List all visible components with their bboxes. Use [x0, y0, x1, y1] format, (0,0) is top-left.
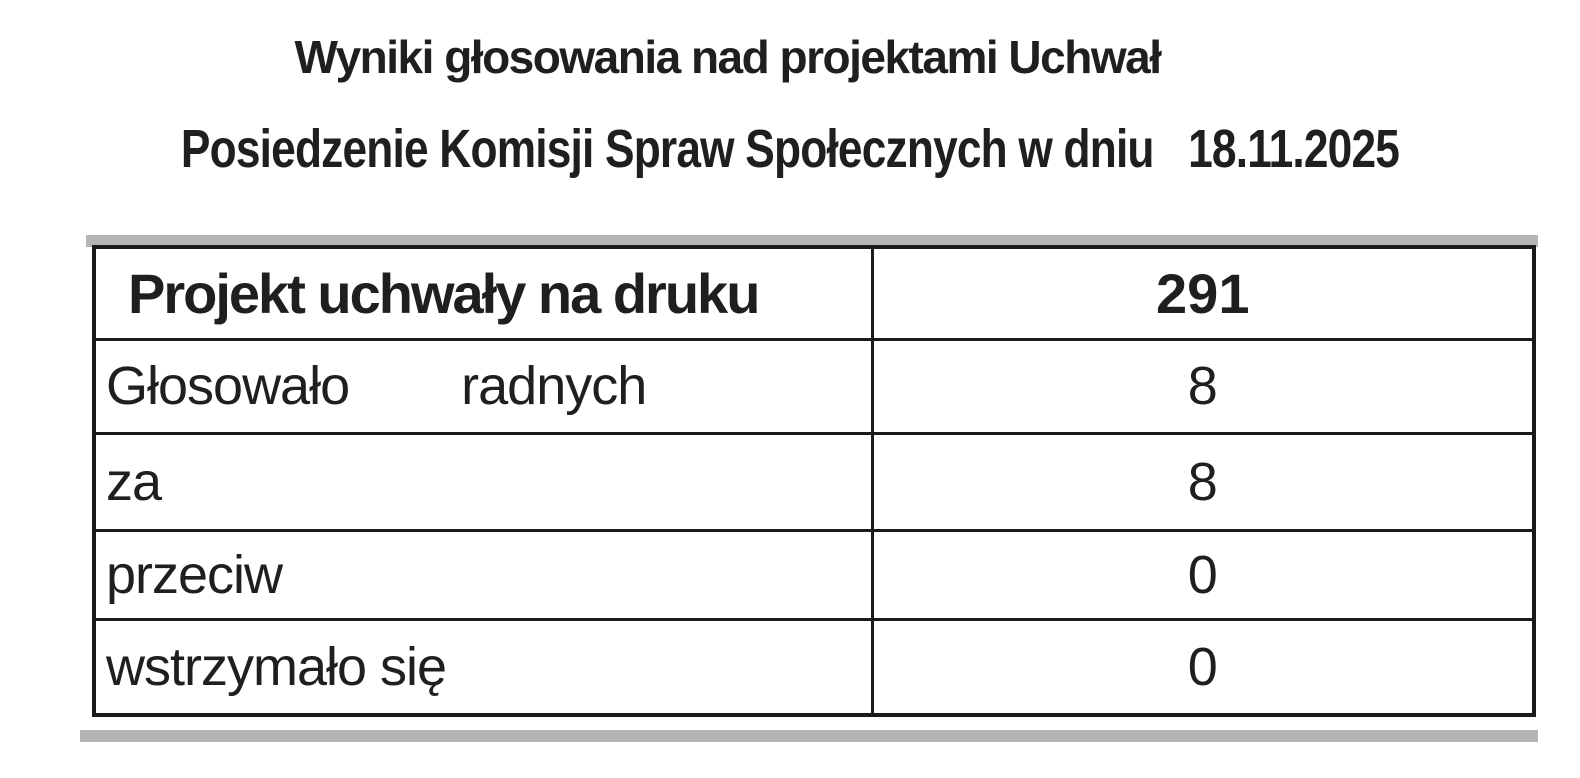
row-value-cell: 8	[870, 337, 1536, 435]
row-label-cell: przeciw	[92, 528, 874, 621]
document-title: Wyniki głosowania nad projektami Uchwał	[294, 31, 1162, 83]
table-row-voted: Głosowało radnych 8	[92, 337, 1536, 435]
draft-number-value-cell: 291	[870, 245, 1536, 341]
meeting-subtitle: Posiedzenie Komisji Spraw Społecznych w …	[180, 119, 1400, 179]
table-row-against: przeciw 0	[92, 528, 1536, 621]
voting-results-table: Projekt uchwały na druku 291 Głosowało r…	[92, 245, 1536, 717]
table-row-for: za 8	[92, 431, 1536, 532]
table-row-abstained: wstrzymało się 0	[92, 617, 1536, 717]
scan-shadow-bottom	[80, 730, 1538, 742]
row-value-cell: 0	[870, 617, 1536, 717]
row-label-cell: wstrzymało się	[92, 617, 874, 717]
row-value-cell: 0	[870, 528, 1536, 621]
row-label-cell: Głosowało radnych	[92, 337, 874, 435]
row-label-cell: za	[92, 431, 874, 532]
row-value-cell: 8	[870, 431, 1536, 532]
scan-shadow-top	[86, 235, 1538, 247]
draft-number-label-cell: Projekt uchwały na druku	[92, 245, 874, 341]
table-header-row: Projekt uchwały na druku 291	[92, 245, 1536, 341]
